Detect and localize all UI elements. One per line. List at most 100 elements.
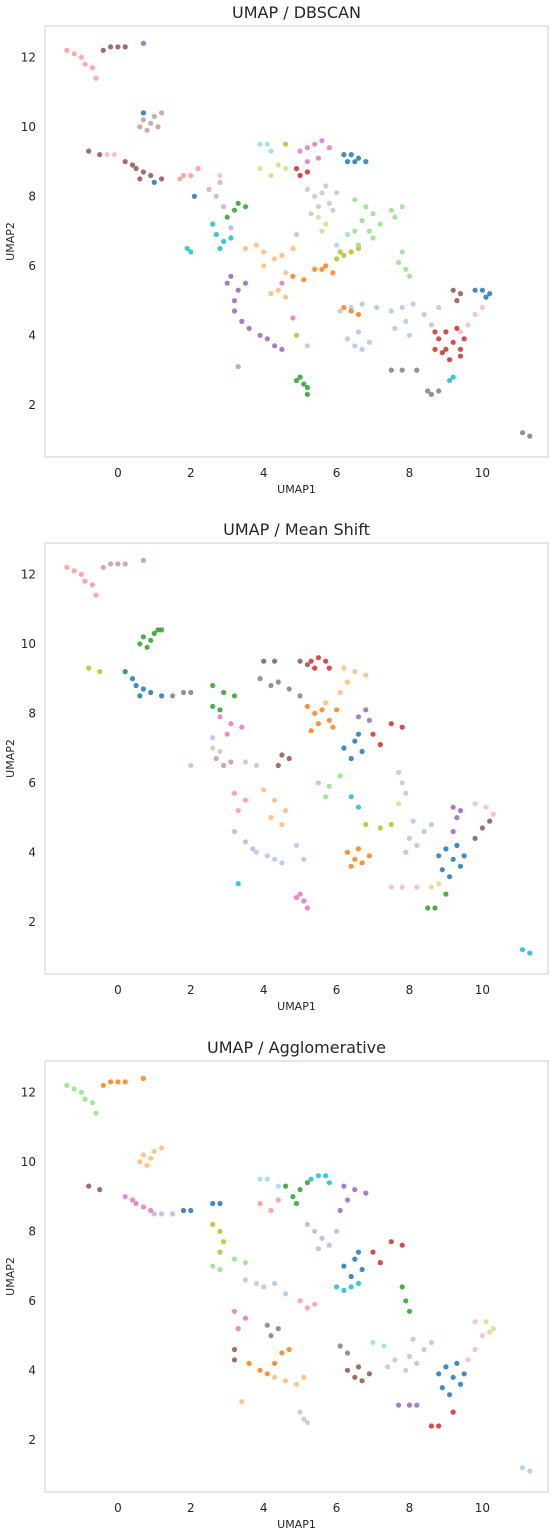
data-point [326,665,332,671]
data-point [363,204,369,210]
data-point [261,1284,267,1290]
cluster-series-19 [290,263,362,318]
data-point [297,172,303,179]
data-point [184,245,190,252]
data-point [82,578,88,584]
plot-area [44,25,549,458]
data-point [304,159,310,165]
data-point [461,853,467,859]
data-point [104,152,110,158]
data-point [293,1381,300,1387]
data-point [275,1183,281,1189]
cluster-series-7 [180,1200,467,1398]
y-tick-label: 6 [28,776,36,790]
cluster-series-6 [170,676,303,699]
data-point [283,141,289,147]
data-point [148,120,154,126]
data-point [221,762,227,769]
data-point [403,266,409,272]
data-point [159,1211,165,1217]
x-tick-label: 8 [406,466,414,480]
data-point [100,47,106,53]
y-tick-label: 12 [21,1085,36,1099]
data-point [359,1266,365,1273]
y-tick-label: 4 [28,1363,36,1377]
x-tick-label: 6 [333,466,341,480]
data-point [388,1239,394,1245]
data-point [279,280,285,286]
x-tick-label: 6 [333,983,341,997]
data-point [355,329,362,335]
data-point [457,353,464,359]
data-point [122,159,128,165]
data-point [304,1305,310,1311]
data-point [86,1183,92,1189]
cluster-series-10 [257,1176,387,1349]
data-point [100,564,106,570]
data-point [355,804,362,810]
data-point [396,769,402,776]
y-axis-label: UMAP2 [4,1257,17,1296]
cluster-series-16 [352,197,413,279]
data-point [148,172,154,179]
data-point [297,693,303,699]
data-point [341,304,347,311]
data-point [159,627,165,633]
data-point [159,693,165,699]
cluster-series-1 [64,1082,249,1273]
data-point [217,714,223,720]
data-point [133,1200,139,1207]
data-point [344,336,351,342]
data-point [399,304,405,311]
data-point [239,318,245,324]
data-point [297,658,303,664]
cluster-series-17 [396,801,442,890]
data-point [221,204,227,210]
data-point [312,141,318,147]
cluster-series-6 [151,1211,340,1252]
data-point [334,242,340,248]
data-point [71,51,77,57]
data-point [122,1079,128,1085]
data-point [359,346,365,352]
data-point [443,346,449,352]
chart-panel-3: UMAP / Agglomerative 0 2 4 6 8 10 2 4 6 8 10 12 UMAP1… [4,1038,549,1531]
data-point [319,228,325,234]
data-point [348,308,354,314]
data-point [399,724,405,730]
data-point [359,301,365,307]
data-point [221,1239,227,1245]
data-point [283,808,289,814]
data-point [308,1176,314,1182]
cluster-series-18 [465,1319,485,1363]
data-point [89,65,95,71]
data-point [257,141,263,147]
data-point [148,637,154,643]
data-point [228,721,234,727]
data-point [283,1378,289,1384]
data-point [293,165,300,172]
cluster-series-3 [137,1145,307,1405]
data-point [334,190,340,196]
data-point [293,231,300,238]
data-point [472,311,478,318]
data-point [439,867,445,873]
data-point [261,658,267,664]
data-point [206,186,212,192]
data-point [388,367,394,373]
data-point [366,228,372,234]
data-point [457,291,464,297]
data-point [268,815,274,821]
data-point [308,211,314,217]
y-axis-label: UMAP2 [4,739,17,778]
y-tick-label: 6 [28,259,36,273]
data-point [370,1339,376,1346]
cluster-series-7 [206,179,234,231]
data-point [97,152,103,158]
x-tick-label: 2 [187,1501,195,1515]
data-point [210,221,216,227]
cluster-series-19 [388,801,496,890]
data-point [447,377,453,384]
data-point [170,1211,176,1217]
data-point [465,1357,471,1363]
